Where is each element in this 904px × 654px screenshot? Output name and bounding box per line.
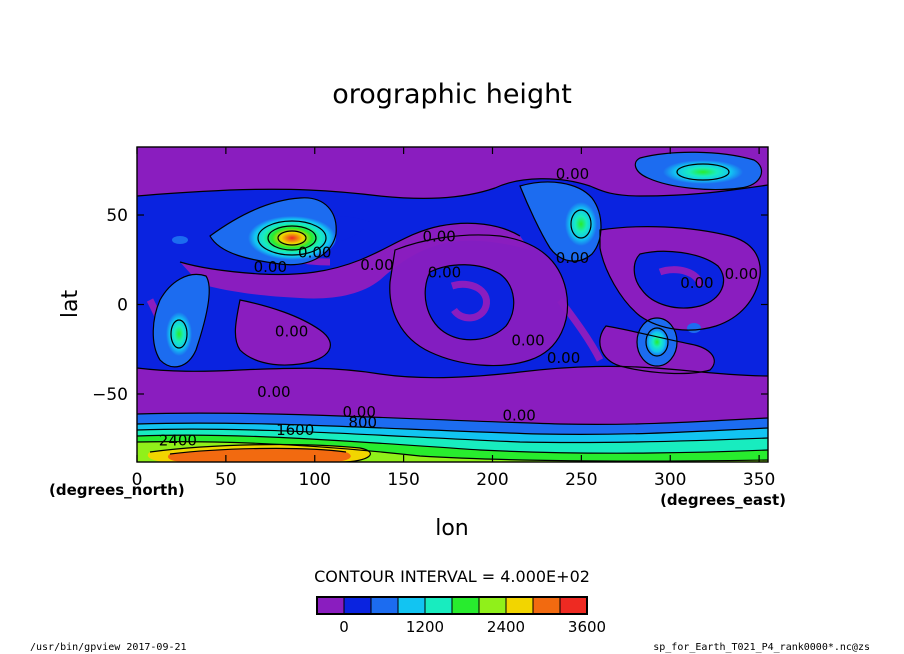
colorbar-swatch <box>532 596 561 615</box>
contour-label: 2400 <box>159 432 197 450</box>
x-axis-label: lon <box>435 516 469 541</box>
colorbar-swatch <box>478 596 507 615</box>
contour-label: 0.00 <box>257 383 290 401</box>
contour-label: 1600 <box>276 421 314 439</box>
colorbar-swatch <box>451 596 480 615</box>
colorbar-tick-label: 1200 <box>406 618 444 636</box>
contour-label: 0.00 <box>502 406 535 424</box>
contour-label: 0.00 <box>422 227 455 245</box>
y-tick-label: −50 <box>92 385 128 405</box>
chart-title: orographic height <box>332 79 572 110</box>
colorbar-swatch <box>343 596 372 615</box>
contour-label-group: 0.000.000.00 0.000.000.00 0.000.00 0.000.00… <box>159 165 758 450</box>
y-tick-label: 50 <box>106 206 128 226</box>
colorbar-swatch <box>370 596 399 615</box>
colorbar-swatch <box>316 596 345 615</box>
contour-label: 0.00 <box>254 258 287 276</box>
contour-label: 0.00 <box>725 265 758 283</box>
axes: 0 50 100 150 200 250 300 350 −50 0 50 <box>92 147 775 490</box>
contour-label: 0.00 <box>556 165 589 183</box>
x-tick-label: 200 <box>476 470 508 490</box>
contour-label: 0.00 <box>428 263 461 281</box>
contour-label: 0.00 <box>556 249 589 267</box>
contour-label: 800 <box>348 414 377 432</box>
y-unit-label: (degrees_north) <box>49 481 185 499</box>
x-tick-label: 150 <box>387 470 419 490</box>
colorbar-swatch <box>424 596 453 615</box>
colorbar: 0 1200 2400 3600 <box>316 596 606 636</box>
x-tick-label: 100 <box>299 470 331 490</box>
colorbar-tick-label: 2400 <box>487 618 525 636</box>
x-unit-label: (degrees_east) <box>660 491 786 509</box>
footer-right: sp_for_Earth_T021_P4_rank0000*.nc@zs <box>653 642 870 653</box>
x-tick-label: 0 <box>132 470 143 490</box>
x-tick-label: 350 <box>743 470 775 490</box>
colorbar-tick-label: 0 <box>339 618 349 636</box>
y-tick-label: 0 <box>117 296 128 316</box>
footer-left: /usr/bin/gpview 2017-09-21 <box>30 642 187 653</box>
colorbar-frame <box>316 596 588 615</box>
colorbar-swatch <box>559 596 588 615</box>
colorbar-swatch <box>505 596 534 615</box>
contour-interval-text: CONTOUR INTERVAL = 4.000E+02 <box>314 567 590 586</box>
contour-field: 0.000.000.00 0.000.000.00 0.000.00 0.000.00… <box>137 147 768 462</box>
x-tick-label: 300 <box>654 470 686 490</box>
colorbar-swatch <box>397 596 426 615</box>
x-tick-label: 250 <box>565 470 597 490</box>
contour-label: 0.00 <box>298 244 331 262</box>
contour-label: 0.00 <box>547 349 580 367</box>
contour-label: 0.00 <box>342 403 375 421</box>
x-tick-label: 50 <box>215 470 237 490</box>
contour-label: 0.00 <box>275 322 308 340</box>
contour-label: 0.00 <box>360 256 393 274</box>
y-axis-label: lat <box>58 290 83 319</box>
colorbar-tick-label: 3600 <box>568 618 606 636</box>
contour-label: 0.00 <box>511 331 544 349</box>
contour-lines <box>137 151 768 462</box>
contour-label: 0.00 <box>680 274 713 292</box>
